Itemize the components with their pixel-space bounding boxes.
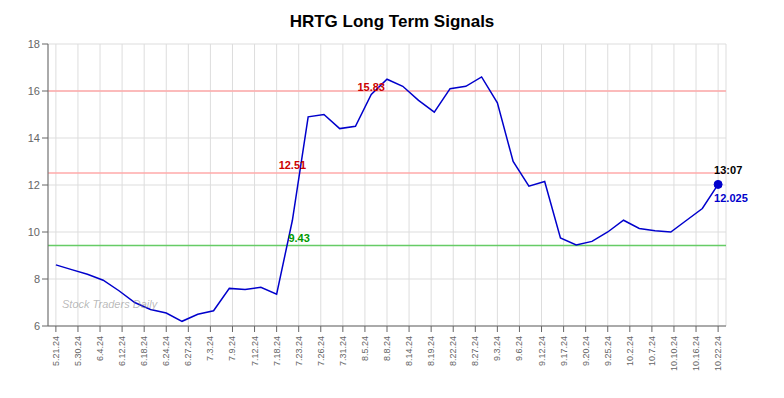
svg-text:9.3.24: 9.3.24	[492, 336, 502, 361]
svg-text:15.83: 15.83	[357, 81, 385, 93]
svg-text:18: 18	[28, 38, 40, 50]
svg-text:8.8.24: 8.8.24	[382, 336, 392, 361]
svg-text:8.5.24: 8.5.24	[360, 336, 370, 361]
svg-text:13:07: 13:07	[714, 164, 742, 176]
svg-text:10: 10	[28, 226, 40, 238]
svg-text:9.25.24: 9.25.24	[603, 336, 613, 366]
svg-text:10.22.24: 10.22.24	[713, 336, 723, 371]
svg-text:10.16.24: 10.16.24	[691, 336, 701, 371]
svg-text:7.23.24: 7.23.24	[294, 336, 304, 366]
svg-text:5.30.24: 5.30.24	[73, 336, 83, 366]
svg-text:7.18.24: 7.18.24	[272, 336, 282, 366]
svg-text:9.17.24: 9.17.24	[559, 336, 569, 366]
svg-text:12.025: 12.025	[714, 192, 748, 204]
svg-text:9.12.24: 9.12.24	[537, 336, 547, 366]
svg-text:7.9.24: 7.9.24	[227, 336, 237, 361]
svg-text:6.12.24: 6.12.24	[117, 336, 127, 366]
svg-text:14: 14	[28, 132, 40, 144]
svg-text:7.3.24: 7.3.24	[205, 336, 215, 361]
svg-text:10.7.24: 10.7.24	[647, 336, 657, 366]
svg-text:6.4.24: 6.4.24	[95, 336, 105, 361]
svg-text:8.14.24: 8.14.24	[404, 336, 414, 366]
svg-text:9.6.24: 9.6.24	[514, 336, 524, 361]
svg-text:10.10.24: 10.10.24	[669, 336, 679, 371]
svg-text:8: 8	[34, 273, 40, 285]
svg-text:Stock Traders Daily: Stock Traders Daily	[62, 298, 159, 310]
svg-text:6.24.24: 6.24.24	[161, 336, 171, 366]
svg-text:7.26.24: 7.26.24	[316, 336, 326, 366]
svg-text:10.2.24: 10.2.24	[625, 336, 635, 366]
svg-text:7.12.24: 7.12.24	[250, 336, 260, 366]
svg-text:6: 6	[34, 320, 40, 332]
svg-text:8.22.24: 8.22.24	[448, 336, 458, 366]
html-text:HRTG Long Term Signals: HRTG Long Term Signals	[289, 12, 495, 31]
svg-text:12.51: 12.51	[279, 159, 307, 171]
svg-text:8.19.24: 8.19.24	[426, 336, 436, 366]
svg-text:16: 16	[28, 85, 40, 97]
svg-text:9.20.24: 9.20.24	[581, 336, 591, 366]
svg-text:6.27.24: 6.27.24	[183, 336, 193, 366]
svg-text:7.31.24: 7.31.24	[338, 336, 348, 366]
svg-text:8.27.24: 8.27.24	[470, 336, 480, 366]
svg-text:5.21.24: 5.21.24	[51, 336, 61, 366]
svg-text:9.43: 9.43	[288, 232, 309, 244]
svg-text:12: 12	[28, 179, 40, 191]
svg-text:6.18.24: 6.18.24	[139, 336, 149, 366]
